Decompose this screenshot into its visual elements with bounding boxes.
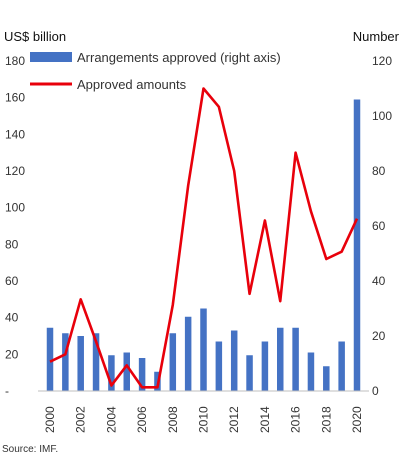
right-tick-label: 80 bbox=[372, 164, 386, 178]
x-tick-label: 2000 bbox=[43, 406, 57, 433]
bar-2010 bbox=[200, 308, 207, 391]
x-tick-label: 2004 bbox=[104, 406, 118, 433]
bar-series bbox=[46, 99, 361, 391]
bar-2012 bbox=[230, 330, 238, 391]
bar-2017 bbox=[307, 352, 315, 391]
right-tick-label: 120 bbox=[372, 54, 392, 68]
legend-label-line: Approved amounts bbox=[77, 77, 187, 92]
x-tick-label: 2018 bbox=[319, 406, 333, 433]
right-tick-label: 0 bbox=[372, 384, 379, 398]
bar-2005 bbox=[123, 352, 130, 391]
left-axis: - 20 40 60 80 100 120 140 160 180 bbox=[5, 54, 25, 398]
left-tick-label: 20 bbox=[5, 347, 19, 361]
bar-2004 bbox=[108, 355, 115, 391]
line-series bbox=[49, 87, 359, 389]
right-tick-label: 100 bbox=[372, 109, 392, 123]
right-tick-label: 40 bbox=[372, 274, 386, 288]
x-tick-label: 2006 bbox=[135, 406, 149, 433]
bar-2006 bbox=[138, 358, 146, 391]
left-tick-label: 80 bbox=[5, 237, 19, 251]
bar-2003 bbox=[92, 333, 100, 391]
left-tick-label: 60 bbox=[5, 274, 19, 288]
x-tick-label: 2010 bbox=[197, 406, 211, 433]
left-tick-label: 120 bbox=[5, 164, 25, 178]
bar-2009 bbox=[184, 316, 192, 391]
right-tick-label: 60 bbox=[372, 219, 386, 233]
bar-2008 bbox=[169, 333, 177, 391]
bar-2002 bbox=[77, 336, 84, 391]
bar-2015 bbox=[277, 327, 284, 391]
right-tick-label: 20 bbox=[372, 329, 386, 343]
left-tick-label: 180 bbox=[5, 54, 25, 68]
left-axis-unit: US$ billion bbox=[4, 29, 66, 44]
x-tick-label: 2002 bbox=[74, 406, 88, 433]
x-tick-label: 2014 bbox=[258, 406, 272, 433]
bar-2020 bbox=[353, 99, 361, 391]
left-tick-label: - bbox=[5, 384, 9, 398]
bar-2001 bbox=[62, 333, 69, 391]
bar-2016 bbox=[292, 327, 299, 391]
bar-2011 bbox=[215, 341, 223, 391]
bar-2013 bbox=[246, 355, 253, 391]
x-axis: 2000 2002 2004 2006 2008 2010 2012 2014 2016 2018… bbox=[38, 390, 369, 433]
x-tick-label: 2016 bbox=[289, 406, 303, 433]
legend: Arrangements approved (right axis) Appro… bbox=[30, 50, 281, 92]
left-tick-label: 140 bbox=[5, 127, 25, 141]
right-axis-unit: Number bbox=[353, 29, 400, 44]
bar-2018 bbox=[323, 366, 330, 391]
bar-2019 bbox=[338, 341, 345, 391]
x-tick-label: 2020 bbox=[350, 406, 364, 433]
bar-2000 bbox=[46, 327, 54, 391]
right-axis: 0 20 40 60 80 100 120 bbox=[372, 54, 392, 398]
left-tick-label: 160 bbox=[5, 91, 25, 105]
legend-label-bars: Arrangements approved (right axis) bbox=[77, 50, 281, 65]
left-tick-label: 40 bbox=[5, 311, 19, 325]
legend-swatch-bars bbox=[30, 52, 72, 62]
left-tick-label: 100 bbox=[5, 201, 25, 215]
x-tick-label: 2012 bbox=[227, 406, 241, 433]
bar-2014 bbox=[261, 341, 269, 391]
x-tick-label: 2008 bbox=[166, 406, 180, 433]
source-note: Source: IMF. bbox=[2, 444, 58, 455]
